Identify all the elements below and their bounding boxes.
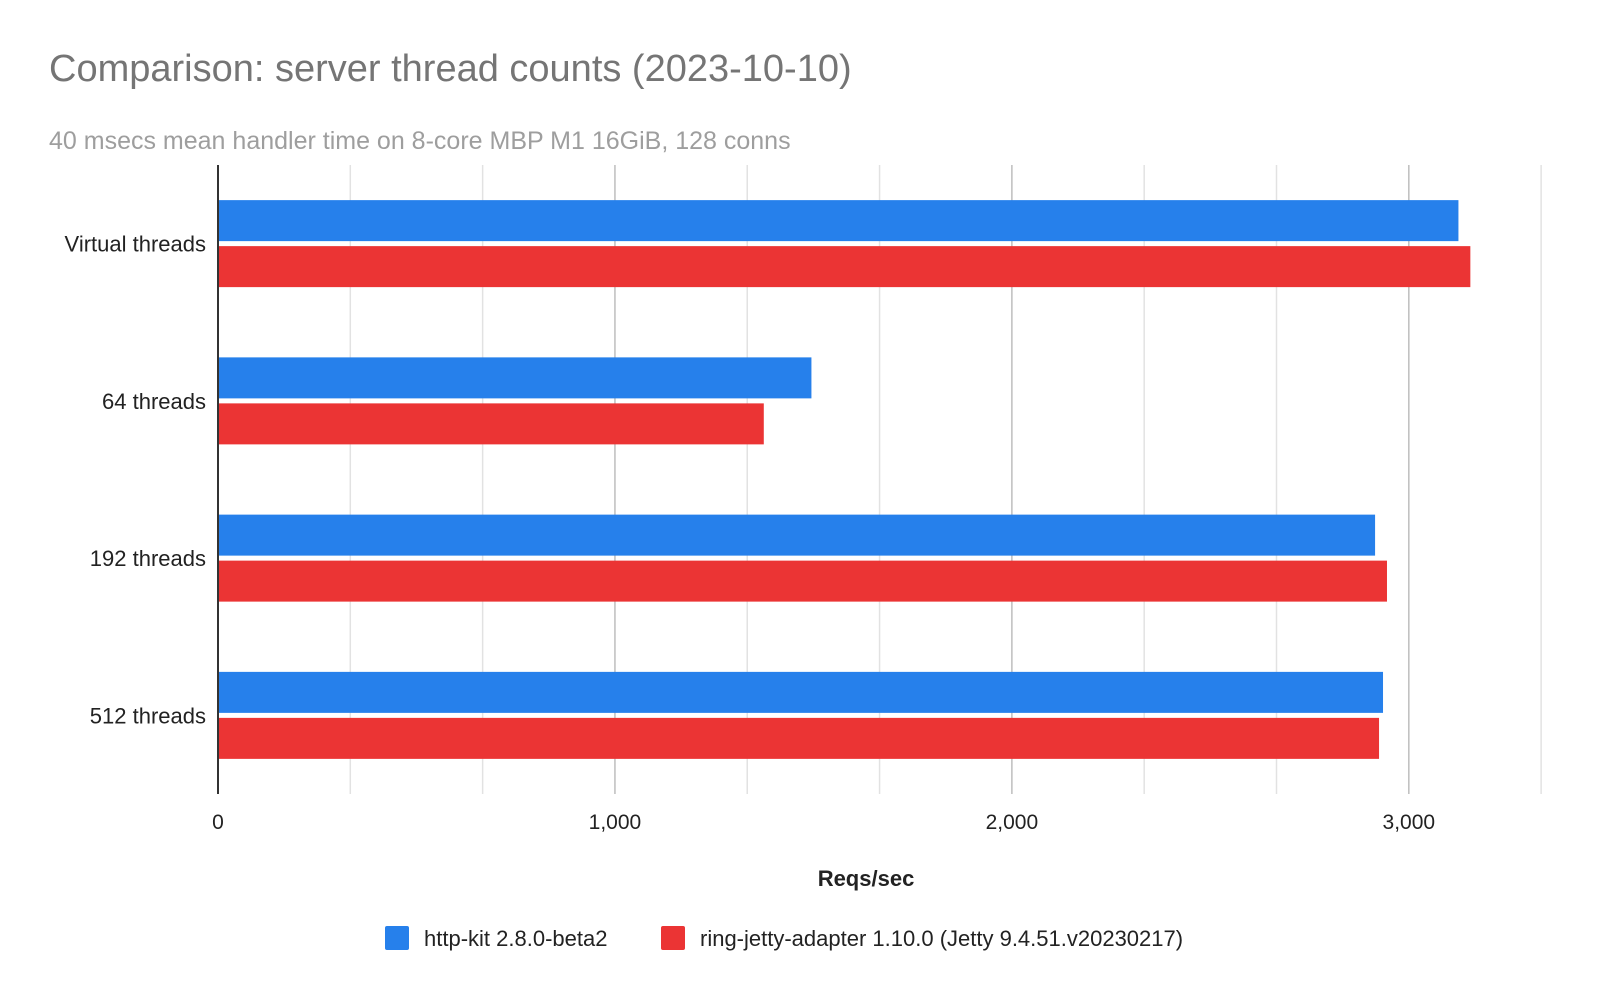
legend-label-ring-jetty: ring-jetty-adapter 1.10.0 (Jetty 9.4.51.… <box>700 926 1183 951</box>
chart-title: Comparison: server thread counts (2023-1… <box>49 48 852 90</box>
category-label: 512 threads <box>90 703 206 728</box>
bar-ring-jetty-2[interactable] <box>218 560 1387 602</box>
bar-http-kit-1[interactable] <box>218 357 812 399</box>
x-tick-label: 0 <box>212 811 224 834</box>
x-tick-label: 1,000 <box>589 811 642 834</box>
chart-subtitle: 40 msecs mean handler time on 8-core MBP… <box>49 127 791 155</box>
category-label: Virtual threads <box>65 232 206 257</box>
x-tick-labels: 0 1,000 2,000 3,000 <box>212 811 1435 834</box>
x-tick-label: 2,000 <box>986 811 1039 834</box>
bar-http-kit-3[interactable] <box>218 671 1384 713</box>
x-tick-label: 3,000 <box>1383 811 1436 834</box>
x-axis-title: Reqs/sec <box>818 866 915 891</box>
bar-ring-jetty-1[interactable] <box>218 403 764 445</box>
bar-ring-jetty-3[interactable] <box>218 717 1380 759</box>
legend-swatch-http-kit <box>385 926 409 950</box>
bars <box>218 200 1471 759</box>
bar-http-kit-2[interactable] <box>218 514 1376 556</box>
category-label: 64 threads <box>102 389 206 414</box>
bar-ring-jetty-0[interactable] <box>218 246 1471 288</box>
category-labels: Virtual threads 64 threads 192 threads 512 … <box>65 232 206 729</box>
bar-http-kit-0[interactable] <box>218 200 1459 242</box>
category-label: 192 threads <box>90 546 206 571</box>
legend-swatch-ring-jetty <box>661 926 685 950</box>
legend[interactable]: http-kit 2.8.0-beta2 ring-jetty-adapter … <box>385 926 1183 951</box>
legend-label-http-kit: http-kit 2.8.0-beta2 <box>424 926 607 951</box>
